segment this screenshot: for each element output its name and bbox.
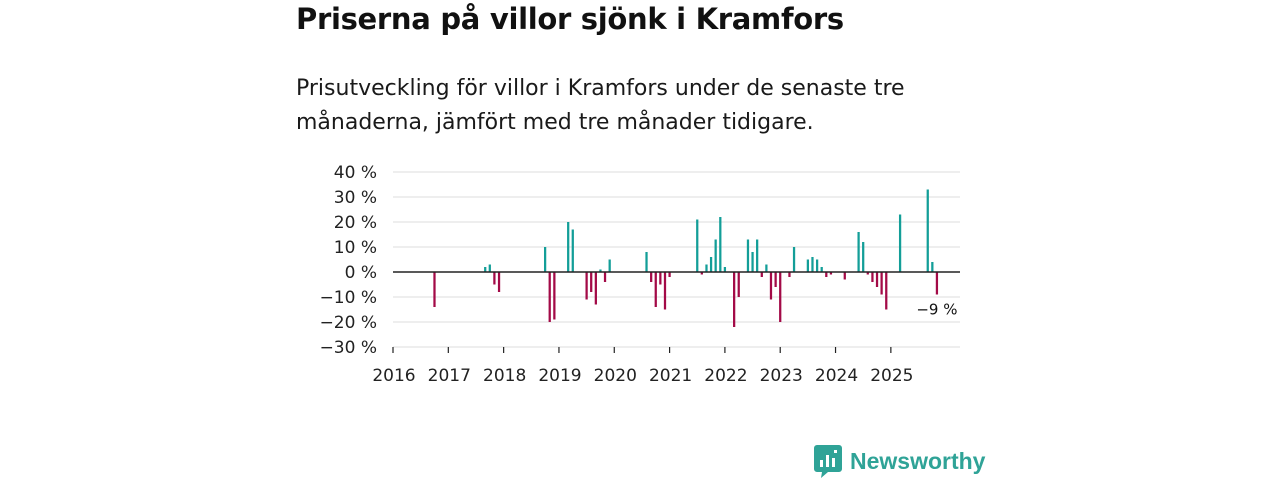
bar [571,229,574,272]
x-tick-label: 2022 [704,366,747,386]
bar [548,272,551,322]
tick-labels: 40 % 30 % 20 % 10 % 0 % −10 % −20 % −30 % 2016 20… [320,163,914,386]
data-label-last-value: −9 % [916,301,957,319]
bar [885,272,888,310]
bar [663,272,667,310]
bar [488,264,491,272]
bar [806,259,810,272]
bar [866,272,869,275]
y-tick-label: 30 % [334,188,377,208]
bar [714,239,717,272]
annotations: −9 % [916,301,957,319]
brand-name: Newsworthy [850,447,986,474]
bar [733,272,736,327]
bar [760,272,763,277]
x-tick-label: 2023 [760,366,803,386]
chart-subtitle: Prisutveckling för villor i Kramfors und… [296,76,905,135]
axes [392,271,960,353]
y-tick-label: −10 % [320,288,377,308]
bar [696,219,699,272]
bar [935,272,939,295]
bar [719,217,722,272]
bar [815,259,819,272]
y-tick-label: 0 % [345,263,377,283]
bar [779,272,782,322]
bar [668,272,671,277]
y-tick-label: 20 % [334,213,377,233]
x-tick-label: 2016 [372,366,415,386]
bar [603,272,607,282]
bar [746,239,750,272]
bar [862,242,865,272]
bar [650,272,653,282]
bar [811,257,814,272]
bar [645,252,648,272]
gridlines [393,171,960,348]
bar-chart: 40 % 30 % 20 % 10 % 0 % −10 % −20 % −30 % 2016 20… [320,163,960,386]
bar [871,272,874,282]
bar [756,239,759,272]
bar [590,272,593,292]
x-tick-label: 2020 [594,366,637,386]
bar [599,269,602,272]
y-tick-label: 10 % [334,238,377,258]
x-tick-label: 2019 [538,366,581,386]
bar [788,272,791,277]
bar [608,259,611,272]
bar [820,267,823,272]
x-tick-label: 2018 [483,366,526,386]
bar [484,267,487,272]
newsworthy-logo: Newsworthy [814,444,985,478]
bar [543,247,547,272]
bar [875,272,879,287]
x-tick-label: 2024 [815,366,858,386]
bar [700,272,703,275]
bar [843,272,846,280]
x-tick-label: 2025 [870,366,913,386]
bar [769,272,773,300]
bar [567,222,570,272]
bar [880,272,883,295]
bar [898,214,902,272]
bar [705,264,708,272]
bar [594,272,597,305]
bar [654,272,657,307]
bar [585,272,588,300]
y-tick-label: −20 % [320,313,377,333]
y-tick-label: −30 % [320,338,377,358]
chart-title: Priserna på villor sjönk i Kramfors [296,2,844,36]
y-tick-label: 40 % [334,163,377,183]
bar [765,264,768,272]
bar [497,272,501,292]
bar [659,272,662,285]
x-tick-label: 2021 [649,366,692,386]
bar [553,272,556,320]
bar [792,247,796,272]
bar [751,252,754,272]
x-tick-label: 2017 [428,366,471,386]
bar [737,272,740,297]
bar [857,232,860,272]
bar [433,272,436,307]
bar [926,189,929,272]
bars [433,189,939,327]
newsworthy-chart-icon [814,444,842,478]
bar [709,257,713,272]
bar [723,267,727,272]
bar [774,272,777,287]
bar [829,272,833,275]
bar [825,272,828,277]
bar [493,272,496,285]
bar [931,262,934,272]
